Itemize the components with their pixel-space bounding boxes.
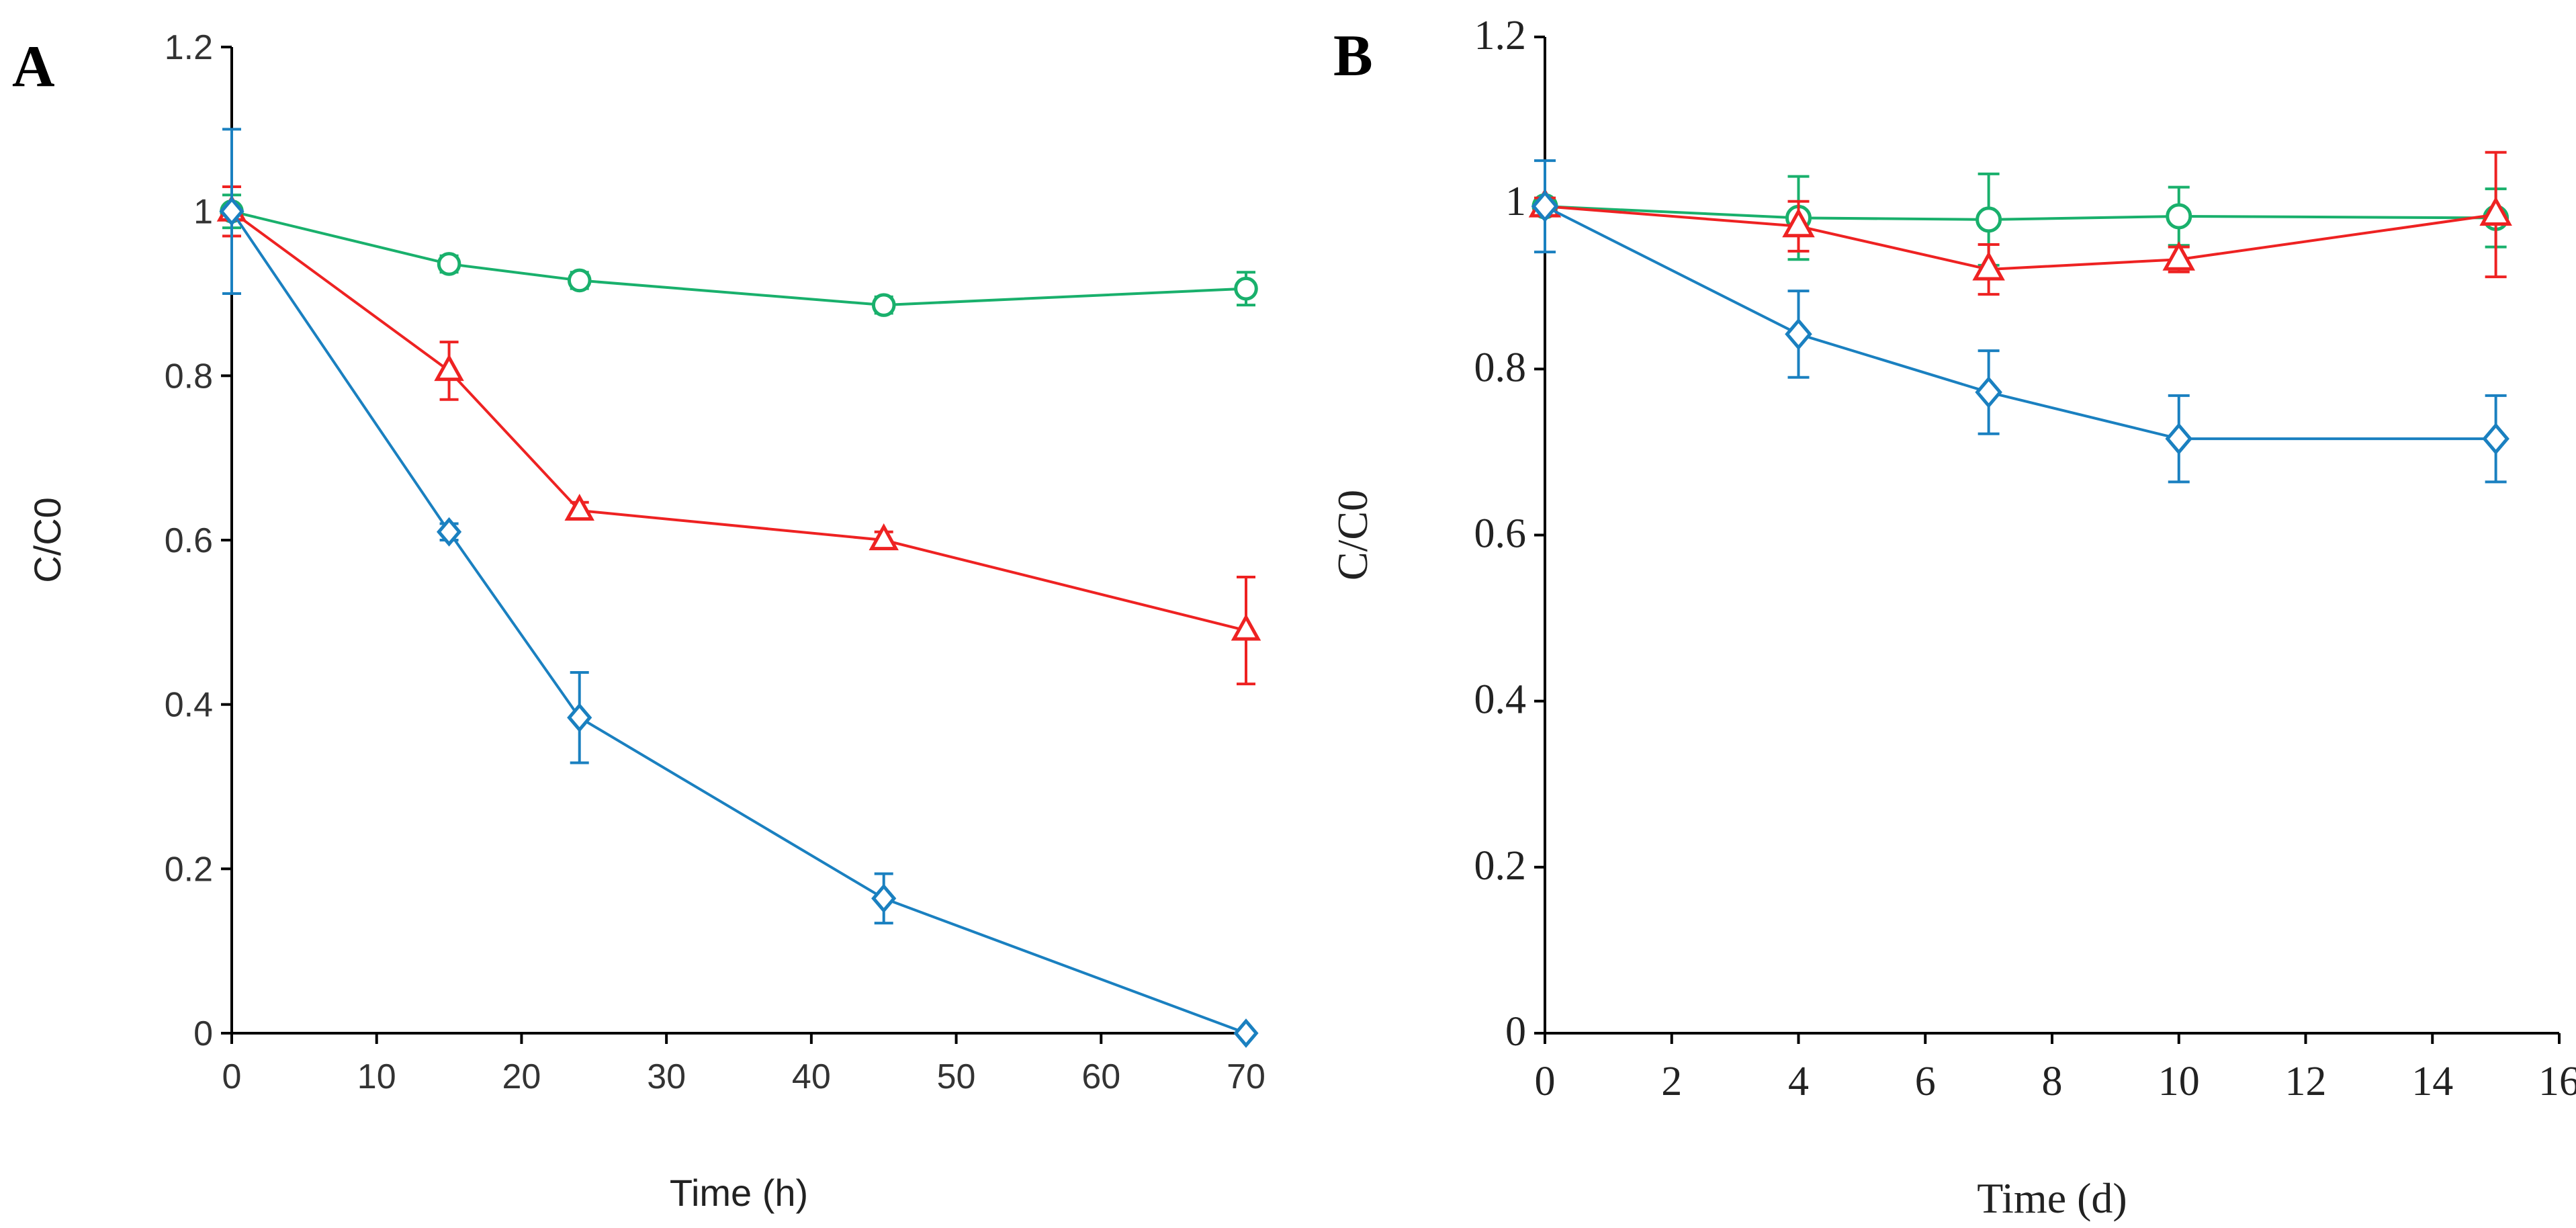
x-tick-label: 0 (1535, 1059, 1556, 1104)
x-tick-label: 12 (2285, 1059, 2327, 1104)
data-point-diamond (1233, 1018, 1259, 1048)
x-tick-label: 70 (1227, 1057, 1265, 1096)
x-tick-label: 10 (2158, 1059, 2200, 1104)
x-tick-label: 10 (357, 1057, 396, 1096)
data-point-triangle (2479, 196, 2512, 226)
x-tick-label: 20 (502, 1057, 541, 1096)
panel-a-chart: 0 10 20 30 40 50 60 70 0 0.2 0.4 0.6 0.8 1 1.2 Time (h)… (26, 28, 1265, 1214)
data-point-triangle (1782, 208, 1815, 238)
data-point-circle (567, 268, 592, 293)
x-tick-label: 2 (1661, 1059, 1682, 1104)
y-tick-label: 0.4 (1474, 677, 1527, 723)
panel-a-letter: A (12, 34, 55, 99)
series-line-diamond (230, 210, 1247, 1035)
x-tick-label: 6 (1915, 1059, 1936, 1104)
data-point-triangle (1972, 251, 2005, 281)
data-point-triangle (564, 494, 594, 521)
y-tick-label: 1 (193, 193, 213, 232)
y-tick-label: 1.2 (165, 28, 213, 67)
y-tick-label: 0.2 (1474, 843, 1527, 889)
panel-b-chart: 0 2 4 6 8 10 12 14 16 0 0.2 0.4 0.6 0.8 1 1.2 Time (d) C/… (1329, 13, 2576, 1222)
x-tick-label: 50 (937, 1057, 976, 1096)
data-point-circle (2166, 203, 2192, 230)
x-axis-title: Time (d) (1977, 1174, 2127, 1222)
x-tick-label: 0 (222, 1057, 242, 1096)
panel-b-letter: B (1333, 24, 1373, 89)
y-tick-label: 1 (1505, 179, 1526, 224)
y-axis-title: C/C0 (26, 497, 69, 583)
y-tick-label: 0.8 (1474, 345, 1527, 390)
data-point-diamond (1975, 376, 2002, 408)
data-point-triangle (869, 523, 899, 551)
series-line-triangle (230, 210, 1247, 632)
data-point-diamond (1531, 190, 1559, 222)
y-tick-label: 0 (1505, 1009, 1526, 1055)
data-point-diamond (219, 196, 245, 226)
data-point-circle (1975, 206, 2002, 233)
data-point-triangle (434, 354, 464, 382)
data-point-diamond (2165, 423, 2193, 455)
y-tick-label: 0.6 (165, 521, 213, 560)
y-tick-label: 0.4 (165, 686, 213, 725)
data-point-circle (1234, 276, 1258, 301)
data-point-diamond (1785, 318, 1812, 351)
x-tick-label: 16 (2538, 1059, 2576, 1104)
y-tick-label: 0 (193, 1014, 213, 1053)
y-tick-label: 1.2 (1474, 13, 1527, 58)
data-point-circle (437, 252, 461, 276)
data-point-diamond (567, 703, 592, 733)
data-point-diamond (2482, 423, 2510, 455)
data-point-triangle (2162, 241, 2195, 271)
y-axis-title: C/C0 (1329, 490, 1376, 580)
x-axis-title: Time (h) (670, 1172, 808, 1214)
x-tick-label: 60 (1081, 1057, 1120, 1096)
series-line-triangle (1544, 205, 2496, 271)
data-point-diamond (871, 883, 897, 914)
data-point-diamond (436, 517, 462, 547)
x-tick-label: 4 (1788, 1059, 1809, 1104)
x-tick-label: 14 (2411, 1059, 2453, 1104)
x-tick-label: 40 (792, 1057, 831, 1096)
y-tick-label: 0.6 (1474, 511, 1527, 557)
x-tick-label: 8 (2042, 1059, 2063, 1104)
series-line-circle (231, 210, 1247, 307)
y-tick-label: 0.2 (165, 850, 213, 889)
data-point-triangle (1231, 613, 1261, 641)
x-tick-label: 30 (647, 1057, 686, 1096)
series-line-diamond (1544, 205, 2496, 441)
data-point-circle (871, 293, 896, 317)
y-tick-label: 0.8 (165, 357, 213, 396)
